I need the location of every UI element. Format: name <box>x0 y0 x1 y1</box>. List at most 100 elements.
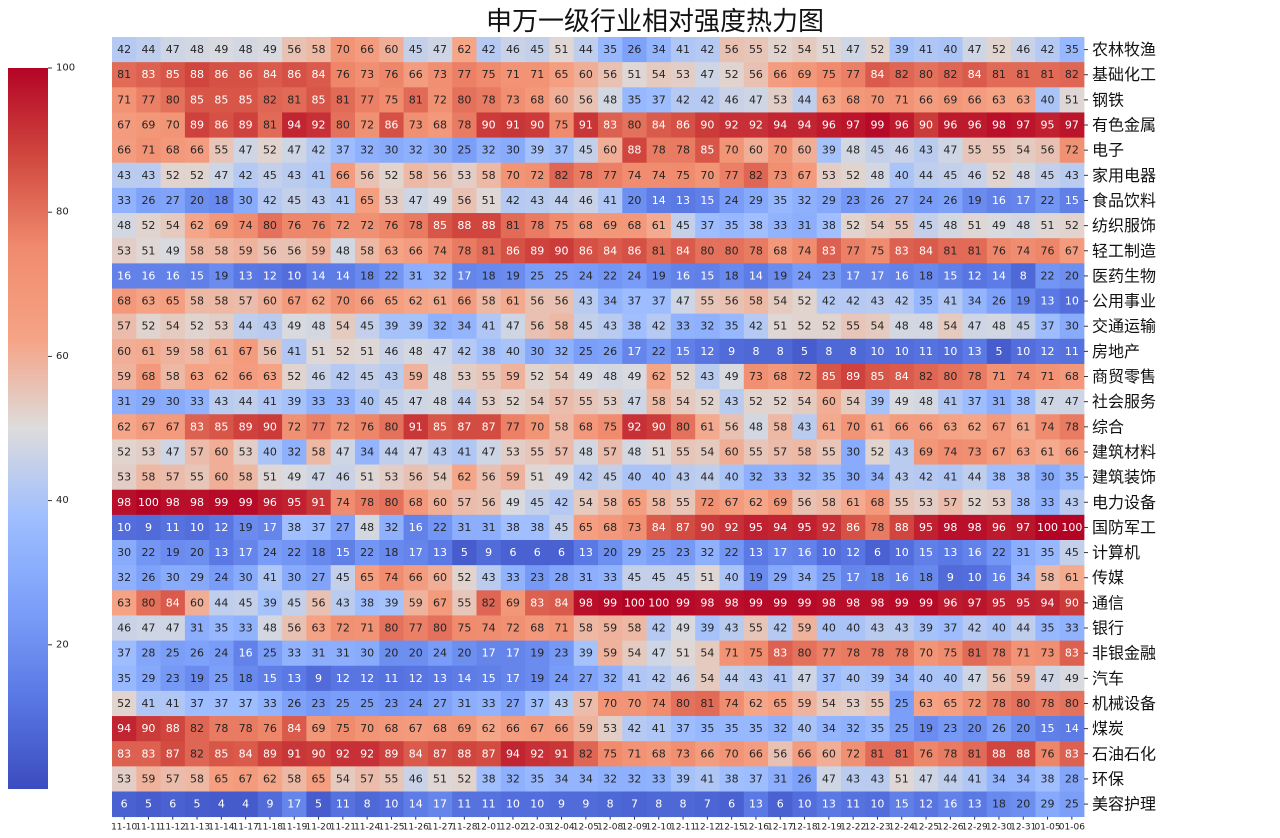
cell-value-label: 45 <box>360 370 374 383</box>
heatmap-cell <box>427 590 453 616</box>
heatmap-cell <box>962 213 988 239</box>
heatmap-cell <box>816 716 842 742</box>
cell-value-label: 54 <box>336 772 350 785</box>
cell-value-label: 22 <box>992 546 1006 559</box>
heatmap-cell <box>160 238 186 264</box>
heatmap-cell <box>622 389 647 415</box>
cell-value-label: 99 <box>919 596 933 609</box>
heatmap-cell <box>257 690 283 717</box>
heatmap-cell <box>743 665 769 692</box>
heatmap-cell <box>379 338 404 365</box>
cell-value-label: 54 <box>870 219 884 232</box>
cell-value-label: 63 <box>263 370 277 383</box>
heatmap-cell <box>768 288 793 315</box>
heatmap-cell <box>768 37 793 63</box>
cell-value-label: 53 <box>239 445 253 458</box>
cell-value-label: 72 <box>336 420 350 433</box>
cell-value-label: 8 <box>680 798 687 811</box>
cell-value-label: 18 <box>384 546 398 559</box>
heatmap-cell <box>209 565 234 591</box>
heatmap-cell <box>646 414 672 440</box>
cell-value-label: 48 <box>433 370 447 383</box>
cell-value-label: 42 <box>919 471 933 484</box>
cell-value-label: 15 <box>676 345 690 358</box>
heatmap-cell <box>670 137 696 164</box>
heatmap-cell <box>282 716 307 742</box>
heatmap-cell <box>719 263 745 289</box>
heatmap-cell <box>792 640 818 667</box>
heatmap-cell <box>136 439 161 465</box>
cell-value-label: 61 <box>1016 420 1030 433</box>
heatmap-cell <box>549 137 575 164</box>
heatmap-cell <box>622 238 647 264</box>
cell-value-label: 24 <box>555 672 569 685</box>
row-label: 通信 <box>1092 593 1124 612</box>
cell-value-label: 34 <box>555 772 569 785</box>
heatmap-cell <box>306 313 332 340</box>
column-labels: 11-1011-1111-1211-1311-1411-1711-1811-19… <box>111 816 1085 833</box>
heatmap-cell <box>913 389 939 415</box>
cell-value-label: 68 <box>603 521 617 534</box>
cell-value-label: 73 <box>968 445 982 458</box>
column-label: 11-20 <box>305 823 331 833</box>
cell-value-label: 61 <box>506 295 520 308</box>
heatmap-cell <box>1011 640 1036 667</box>
heatmap-cell <box>257 213 283 239</box>
heatmap-cell <box>549 62 575 88</box>
cell-value-label: 10 <box>870 345 884 358</box>
heatmap-cell <box>500 766 526 792</box>
heatmap-cell <box>962 514 988 541</box>
cell-value-label: 46 <box>676 672 690 685</box>
heatmap-cell <box>986 590 1012 616</box>
cell-value-label: 81 <box>700 697 714 710</box>
heatmap-cell <box>282 313 307 340</box>
cell-value-label: 97 <box>846 119 860 132</box>
cell-value-label: 78 <box>360 496 374 509</box>
cell-value-label: 66 <box>919 420 933 433</box>
heatmap-cell <box>282 263 307 289</box>
cell-value-label: 61 <box>433 295 447 308</box>
heatmap-cell <box>938 741 963 767</box>
cell-value-label: 92 <box>725 119 739 132</box>
cell-value-label: 41 <box>676 43 690 56</box>
cell-value-label: 88 <box>627 144 641 157</box>
cell-value-label: 67 <box>141 420 155 433</box>
heatmap-cell <box>1059 37 1085 63</box>
cell-value-label: 86 <box>627 244 641 257</box>
cell-value-label: 40 <box>846 672 860 685</box>
cell-value-label: 25 <box>579 345 593 358</box>
heatmap-cell <box>743 464 769 491</box>
cell-value-label: 52 <box>846 219 860 232</box>
heatmap-cell <box>257 62 283 88</box>
cell-value-label: 6 <box>509 546 516 559</box>
heatmap-cell <box>379 489 404 516</box>
heatmap-cell <box>257 187 283 214</box>
heatmap-cell <box>938 238 963 264</box>
cell-value-label: 55 <box>676 496 690 509</box>
cell-value-label: 91 <box>409 420 423 433</box>
cell-value-label: 25 <box>652 546 666 559</box>
heatmap-cell <box>865 162 890 189</box>
heatmap-cell <box>112 716 137 742</box>
cell-value-label: 67 <box>117 119 131 132</box>
cell-value-label: 41 <box>287 345 301 358</box>
cell-value-label: 29 <box>141 395 155 408</box>
cell-value-label: 66 <box>409 244 423 257</box>
cell-value-label: 8 <box>752 345 759 358</box>
heatmap-cell <box>816 37 842 63</box>
heatmap-cell <box>670 389 696 415</box>
heatmap-cell <box>768 439 793 465</box>
cell-value-label: 15 <box>943 269 957 282</box>
cell-value-label: 6 <box>558 546 565 559</box>
heatmap-cell <box>403 665 429 692</box>
cell-value-label: 84 <box>652 119 666 132</box>
heatmap-cell <box>986 565 1012 591</box>
heatmap-cell <box>622 565 647 591</box>
column-label: 11-24 <box>354 823 380 833</box>
cell-value-label: 45 <box>1065 546 1079 559</box>
cell-value-label: 37 <box>822 672 836 685</box>
cell-value-label: 11 <box>919 345 933 358</box>
heatmap-cell <box>1011 187 1036 214</box>
heatmap-cell <box>816 187 842 214</box>
heatmap-cell <box>500 640 526 667</box>
